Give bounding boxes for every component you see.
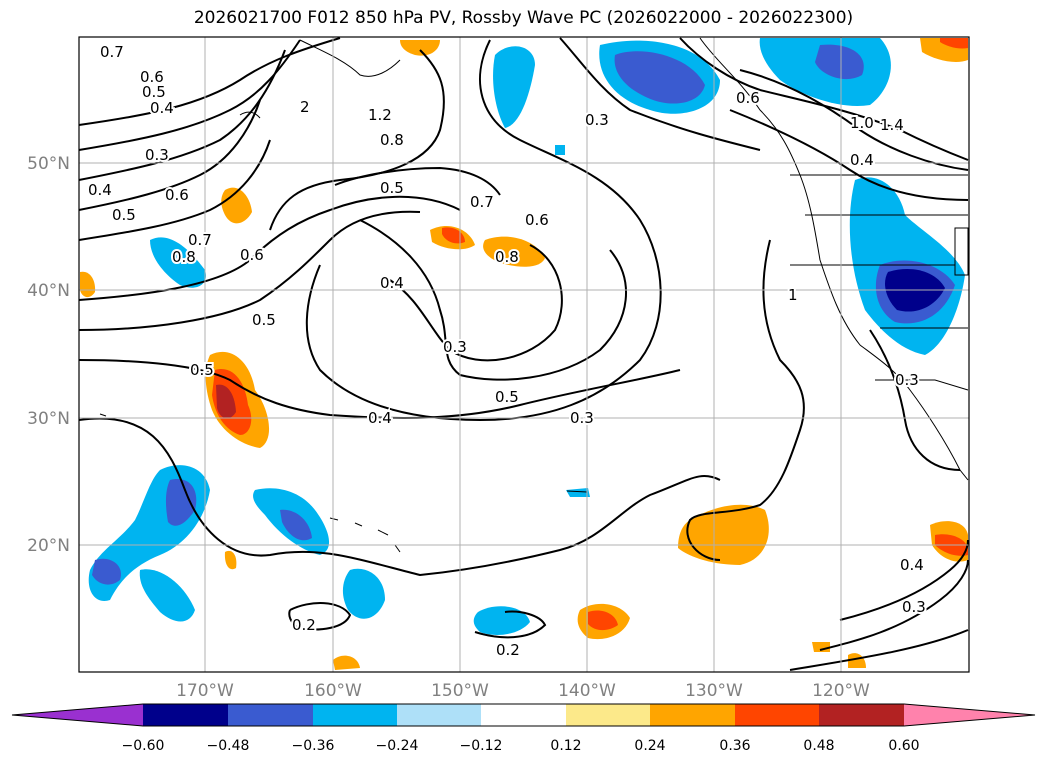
contour-label: 0.3: [145, 146, 169, 164]
contour-label: 0.8: [172, 248, 196, 266]
lon-label: 170°W: [176, 681, 234, 701]
contour-label: 1.4: [880, 116, 904, 134]
contour-label: 0.2: [292, 616, 316, 634]
colorbar-tick: 0.12: [550, 738, 581, 754]
contour-label: 0.5: [380, 179, 404, 197]
contour-label: 0.6: [240, 246, 264, 264]
colorbar-tick: −0.36: [292, 738, 335, 754]
contour-label: 0.5: [495, 388, 519, 406]
colorbar-tick: −0.48: [207, 738, 250, 754]
colorbar-segment: [566, 704, 650, 726]
colorbar-segment: [313, 704, 397, 726]
colorbar-segment: [397, 704, 481, 726]
coastlines: [99, 37, 969, 553]
lon-label: 120°W: [812, 681, 870, 701]
contour-label: 0.4: [380, 274, 404, 292]
map-title: 2026021700 F012 850 hPa PV, Rossby Wave …: [193, 8, 854, 28]
map-frame: [78, 36, 970, 673]
colorbar-outline: [11, 703, 1036, 727]
colorbar-segment: [819, 704, 904, 726]
contour-labels: 0.7 0.6 0.5 0.4 0.3 1.2 0.8 0.5 0.7 0.6 …: [86, 41, 928, 661]
lat-label: 40°N: [27, 281, 70, 301]
lon-label: 130°W: [685, 681, 743, 701]
contour-label: 1.2: [368, 106, 392, 124]
contour-label: 0.6: [140, 68, 164, 86]
contour-label: 0.5: [252, 311, 276, 329]
contour-label: 0.4: [368, 409, 392, 427]
contour-label: 0.8: [495, 248, 519, 266]
colorbar-tick: 0.48: [803, 738, 834, 754]
contour-label: 0.3: [443, 338, 467, 356]
lat-label: 20°N: [27, 536, 70, 556]
colorbar-segment: [735, 704, 819, 726]
colorbar-tick: −0.24: [376, 738, 419, 754]
contour-label: 0.6: [165, 186, 189, 204]
contour-label: 0.2: [496, 641, 520, 659]
contour-label: 0.4: [900, 556, 924, 574]
colorbar-tick: 0.36: [719, 738, 750, 754]
colorbar-segment: [12, 704, 143, 726]
lon-label: 140°W: [558, 681, 616, 701]
latitude-labels: 50°N 40°N 30°N 20°N: [27, 154, 70, 556]
contour-label: 1: [788, 286, 798, 304]
contour-label: 0.5: [190, 361, 214, 379]
colorbar-tick: −0.60: [122, 738, 165, 754]
lat-label: 30°N: [27, 409, 70, 429]
colorbar-segment: [481, 704, 566, 726]
graticule: [79, 37, 969, 672]
longitude-labels: 170°W 160°W 150°W 140°W 130°W 120°W: [176, 681, 870, 701]
colorbar-tick: 0.24: [634, 738, 665, 754]
contour-label: 1.0: [850, 114, 874, 132]
contour-label: 0.7: [188, 231, 212, 249]
pv-anomaly-shading: [80, 38, 968, 670]
contour-label: 0.3: [585, 111, 609, 129]
contour-label: 0.6: [525, 211, 549, 229]
contour-label: 0.3: [570, 409, 594, 427]
colorbar: −0.60 −0.48 −0.36 −0.24 −0.12 0.12 0.24 …: [11, 703, 1036, 754]
contour-label: 0.8: [380, 131, 404, 149]
colorbar-segment: [904, 704, 1035, 726]
contour-label: 0.5: [142, 83, 166, 101]
colorbar-tick: −0.12: [460, 738, 503, 754]
contour-label: 0.7: [100, 43, 124, 61]
contour-label: 0.7: [470, 193, 494, 211]
contour-label: 0.4: [850, 151, 874, 169]
contour-label: 0.5: [112, 206, 136, 224]
contour-label: 0.3: [895, 371, 919, 389]
contour-label: 2: [300, 98, 310, 116]
lon-label: 160°W: [304, 681, 362, 701]
colorbar-segment: [650, 704, 735, 726]
colorbar-segment: [143, 704, 228, 726]
contour-label: 0.3: [902, 598, 926, 616]
lon-label: 150°W: [431, 681, 489, 701]
lat-label: 50°N: [27, 154, 70, 174]
colorbar-segment: [228, 704, 313, 726]
colorbar-tick: 0.60: [888, 738, 919, 754]
contour-label: 0.4: [150, 99, 174, 117]
contour-label: 0.4: [88, 181, 112, 199]
contour-label: 0.6: [736, 89, 760, 107]
